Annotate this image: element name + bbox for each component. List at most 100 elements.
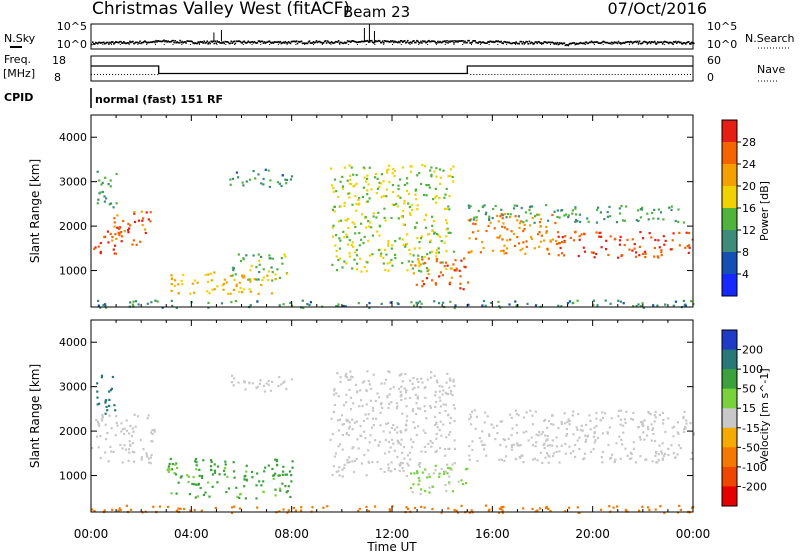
echo-cell [135, 243, 138, 246]
echo-cell [251, 382, 254, 385]
echo-cell [182, 273, 185, 276]
echo-cell [439, 261, 442, 264]
echo-cell [623, 244, 626, 247]
nsky-sample [485, 42, 487, 44]
nsearch-sample [435, 44, 437, 45]
echo-cell [468, 454, 471, 457]
echo-cell [347, 217, 350, 220]
echo-cell [472, 222, 475, 225]
nave-sample [659, 74, 661, 75]
echo-cell [466, 467, 469, 470]
echo-cell [567, 216, 570, 219]
nsky-sample [168, 41, 170, 43]
echo-cell [442, 389, 445, 392]
echo-cell [449, 467, 452, 470]
echo-cell [355, 254, 359, 257]
nsky-sample [393, 41, 395, 44]
nave-sample [662, 74, 664, 75]
echo-cell [641, 505, 644, 508]
echo-cell [531, 414, 534, 417]
echo-cell [372, 373, 375, 376]
echo-cell [356, 262, 359, 265]
echo-cell [486, 415, 489, 418]
echo-cell [435, 421, 438, 424]
echo-cell [251, 470, 254, 474]
echo-cell [361, 195, 365, 198]
nsky-sample [181, 40, 183, 43]
echo-cell [199, 486, 202, 490]
nsky-sample [139, 40, 141, 43]
echo-cell [423, 255, 426, 259]
echo-cell [367, 379, 370, 382]
echo-cell [401, 238, 404, 241]
echo-cell [429, 440, 432, 443]
echo-cell [131, 442, 134, 445]
nsky-sample [210, 40, 212, 43]
nsky-sample [123, 41, 125, 43]
nsky-sample [292, 40, 295, 43]
echo-cell [443, 265, 446, 268]
echo-cell [210, 279, 213, 282]
echo-cell [278, 510, 281, 513]
colorbar-tick-label: -15 [742, 422, 760, 435]
echo-cell [405, 189, 409, 193]
echo-cell [141, 224, 144, 227]
echo-cell [284, 255, 287, 258]
echo-cell [347, 434, 351, 437]
nsky-sample [97, 42, 99, 45]
echo-cell [492, 426, 495, 429]
nsky-sample [670, 42, 673, 44]
echo-cell [606, 211, 609, 214]
nave-sample [626, 74, 628, 75]
echo-cell [388, 450, 391, 453]
nsky-sample [380, 41, 382, 44]
echo-cell [419, 407, 422, 410]
echo-cell [405, 419, 408, 422]
echo-cell [344, 219, 347, 222]
echo-cell [378, 185, 381, 188]
echo-cell [103, 195, 106, 198]
nsky-sample [409, 41, 411, 44]
echo-cell [448, 208, 451, 211]
nave-sample [632, 74, 634, 75]
nave-sample [524, 74, 526, 75]
echo-cell [442, 423, 445, 426]
echo-cell [603, 218, 606, 221]
nsearch-sample [479, 44, 481, 45]
echo-cell [338, 237, 341, 240]
echo-cell [96, 390, 99, 393]
echo-cell [387, 244, 390, 247]
echo-cell [410, 446, 414, 449]
echo-cell [340, 414, 344, 417]
echo-cell [409, 213, 412, 216]
nave-tick-top: 60 [707, 54, 721, 67]
nave-sample [148, 74, 150, 75]
echo-cell [156, 300, 159, 303]
echo-cell [641, 206, 644, 209]
nsearch-label: N.Search [745, 32, 795, 45]
echo-cell [577, 254, 580, 258]
nave-sample [678, 74, 679, 75]
nsky-sample [185, 42, 187, 44]
echo-cell [91, 447, 94, 450]
echo-cell [276, 181, 279, 184]
echo-cell [503, 252, 506, 255]
echo-cell [625, 410, 628, 413]
colorbar-swatch [722, 142, 737, 165]
echo-cell [367, 220, 370, 223]
nsky-sample [250, 41, 253, 43]
nsky-sample [429, 40, 431, 43]
nave-sample [599, 74, 601, 75]
nsky-sample [207, 42, 209, 45]
nsky-sample [654, 42, 657, 44]
nave-sample [602, 74, 604, 75]
echo-cell [467, 281, 470, 284]
nsearch-sample [172, 44, 174, 45]
echo-cell [251, 476, 254, 479]
echo-cell [522, 230, 525, 233]
echo-cell [388, 431, 391, 434]
echo-cell [434, 469, 437, 472]
nsky-sample [258, 40, 261, 42]
echo-cell [177, 507, 180, 510]
echo-cell [149, 211, 152, 214]
